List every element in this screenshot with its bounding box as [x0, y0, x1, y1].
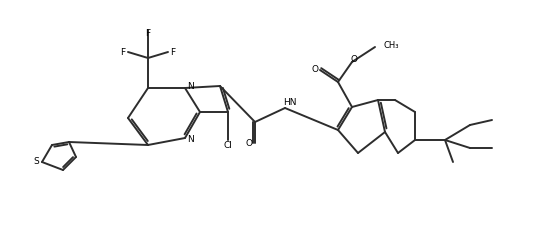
Text: F: F — [146, 28, 150, 38]
Text: O: O — [311, 64, 318, 74]
Text: F: F — [171, 47, 175, 56]
Text: Cl: Cl — [224, 141, 232, 149]
Text: S: S — [33, 157, 39, 167]
Text: N: N — [187, 136, 193, 145]
Text: N: N — [187, 82, 193, 90]
Text: O: O — [350, 55, 357, 63]
Text: CH₃: CH₃ — [383, 40, 399, 50]
Text: HN: HN — [283, 98, 297, 106]
Text: F: F — [120, 47, 126, 56]
Text: O: O — [246, 138, 253, 148]
